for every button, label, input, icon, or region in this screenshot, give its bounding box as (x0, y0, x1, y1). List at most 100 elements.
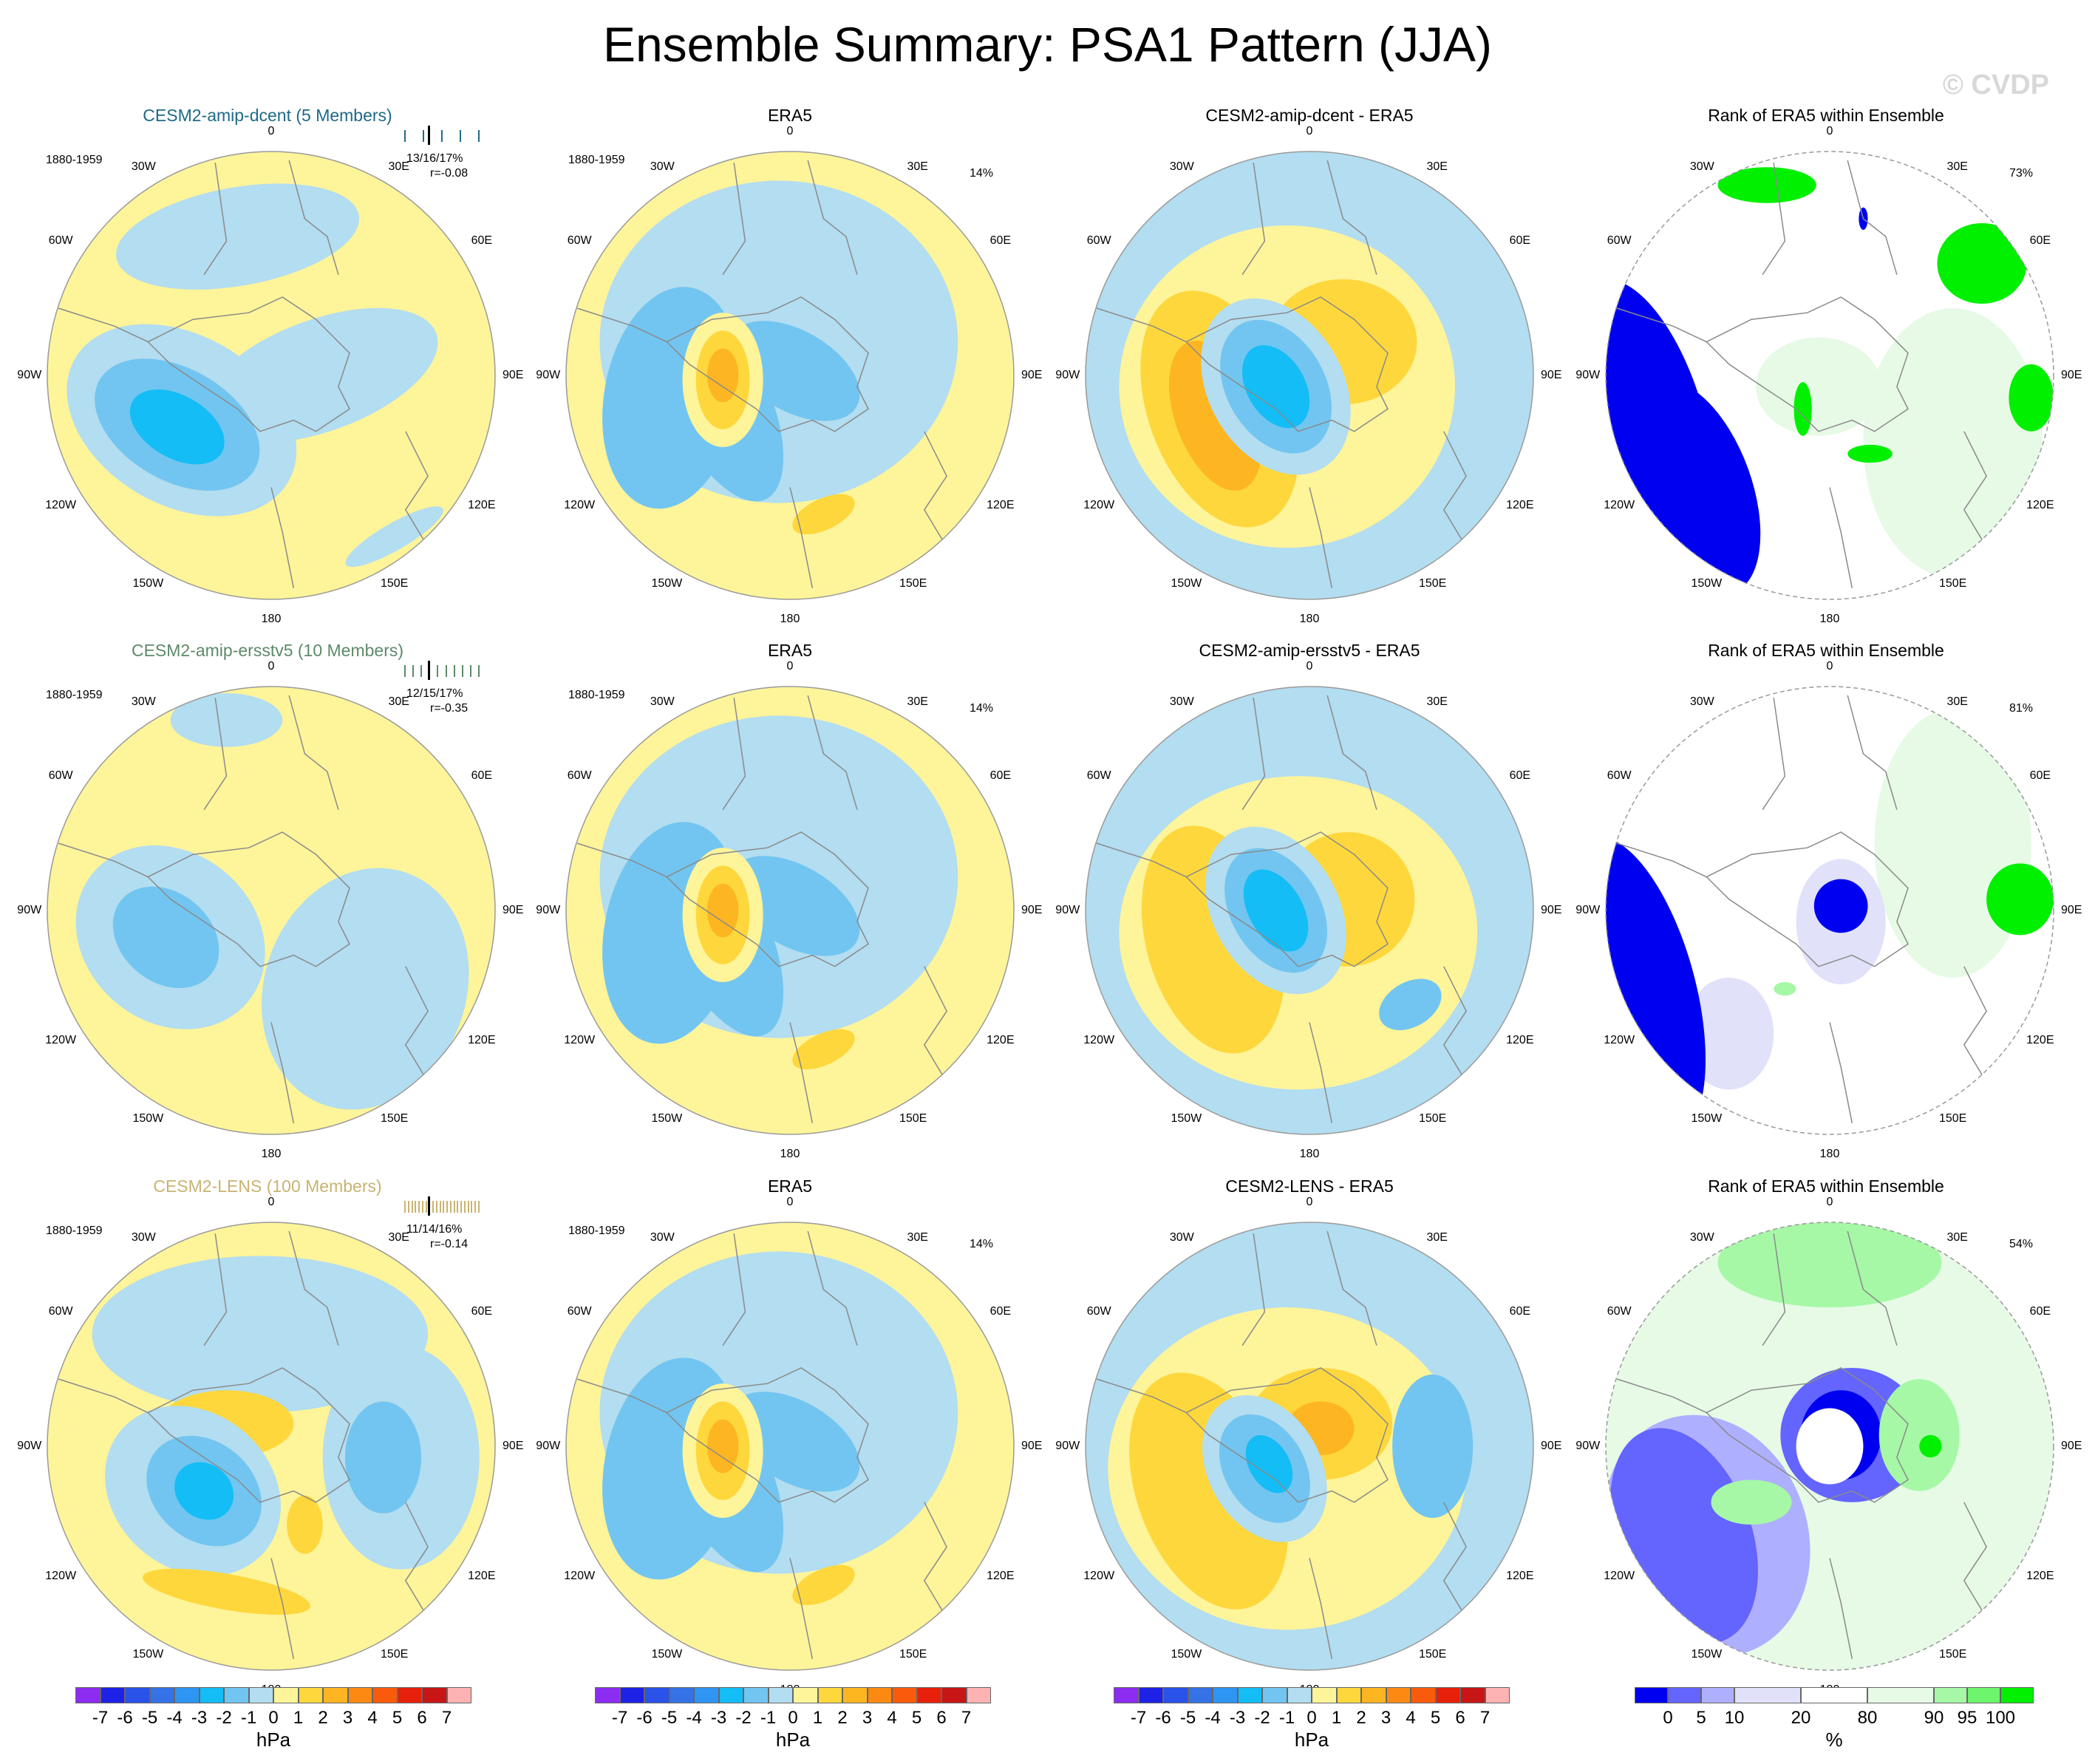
model-title: CESM2-amip-dcent (5 Members) (143, 106, 392, 125)
longitude-label: 180 (261, 1148, 282, 1161)
colorbar-tick-label: 20 (1791, 1708, 1811, 1728)
colorbar-swatch (941, 1687, 967, 1703)
longitude-label: 120W (45, 1033, 77, 1046)
coastline-2 (1442, 431, 1471, 555)
longitude-label: 150E (1938, 1111, 1967, 1125)
longitude-label: 0 (268, 124, 275, 137)
longitude-label: 180 (780, 613, 800, 626)
longitude-label: 0 (268, 1195, 275, 1208)
colorbar-swatch (644, 1687, 670, 1703)
colorbar-tick-label: 2 (318, 1708, 328, 1728)
field-contour-5 (1986, 863, 2054, 936)
longitude-label: 90E (1541, 369, 1562, 381)
colorbar-unit: % (1825, 1729, 1843, 1751)
model-panel-2-map (47, 1222, 496, 1671)
longitude-label: 150W (132, 576, 164, 590)
colorbar-swatch (1386, 1687, 1411, 1703)
colorbar-swatch (1163, 1687, 1188, 1703)
longitude-label: 30W (131, 160, 156, 174)
colorbar-swatch (1213, 1687, 1238, 1703)
longitude-label: 90W (1575, 904, 1601, 916)
longitude-label: 30E (1946, 1231, 1968, 1244)
longitude-label: 30E (1946, 695, 1968, 709)
longitude-label: 30W (1689, 1231, 1714, 1244)
field-contour-5 (1243, 869, 1309, 952)
coastline-4 (1241, 698, 1266, 811)
longitude-label: 90W (17, 1440, 42, 1452)
rank-percent-label: 73% (2009, 167, 2034, 180)
longitude-label: 30W (1169, 1231, 1194, 1244)
colorbar-swatch (694, 1687, 719, 1703)
longitude-label: 0 (1826, 1195, 1833, 1208)
colorbar-swatch (966, 1687, 991, 1703)
colorbar-tick-label: -7 (1130, 1708, 1147, 1728)
colorbar-swatch (422, 1687, 447, 1703)
colorbar-swatch (224, 1687, 249, 1703)
coastline-0 (1706, 296, 1909, 432)
longitude-label: 150W (1691, 1647, 1723, 1661)
longitude-label: 150W (1691, 576, 1723, 590)
obs-percent-label: 14% (970, 1238, 994, 1250)
longitude-label: 30W (1169, 160, 1194, 174)
rank-panel-0-map (1605, 151, 2054, 600)
longitude-label: 0 (1826, 124, 1833, 137)
coastline-3 (789, 1558, 814, 1659)
difference-panel-2-map (1085, 1222, 1534, 1671)
colorbar-tick-label: 4 (887, 1708, 897, 1728)
coastline-5 (1326, 695, 1377, 810)
colorbar-swatch (1867, 1687, 1934, 1703)
colorbar-swatch (125, 1687, 150, 1703)
field-contour-4 (1717, 167, 1816, 203)
model-panel-0-map (47, 151, 496, 600)
colorbar-tick-label: 3 (342, 1708, 353, 1728)
longitude-label: 150E (380, 1647, 409, 1661)
coastline-1 (1096, 842, 1187, 878)
globe-border (1085, 686, 1534, 1135)
coastline-1 (1616, 1378, 1707, 1414)
longitude-label: 0 (1826, 659, 1833, 672)
field-contour-4 (1813, 879, 1868, 933)
longitude-label: 120W (1604, 1569, 1635, 1582)
longitude-label: 180 (1299, 613, 1320, 626)
longitude-label: 30E (388, 695, 409, 709)
colorbar-swatch (2000, 1687, 2034, 1703)
coastline-1 (1616, 307, 1707, 343)
obs-panel-0 (565, 151, 1015, 600)
longitude-label: 150E (899, 1647, 927, 1661)
difference-panel-0 (1085, 151, 1534, 600)
longitude-label: 90W (536, 904, 561, 916)
obs-panel-0-map (565, 151, 1015, 600)
colorbar-tick-label: -6 (117, 1708, 133, 1728)
longitude-label: 60W (567, 769, 592, 783)
coastline-1 (58, 842, 149, 878)
longitude-label: 30W (1169, 695, 1194, 709)
longitude-label: 90E (2061, 369, 2082, 381)
colorbar-unit: hPa (1294, 1729, 1329, 1751)
longitude-label: 120W (1083, 1033, 1115, 1046)
colorbar-tick-label: -5 (141, 1708, 158, 1728)
longitude-label: 120E (987, 1033, 1015, 1046)
coastline-1 (1616, 842, 1707, 878)
colorbar-unit: hPa (775, 1729, 811, 1751)
longitude-label: 30E (1426, 695, 1448, 709)
colorbar-swatch (669, 1687, 694, 1703)
colorbar-tick-label: 10 (1724, 1708, 1745, 1728)
rank-title: Rank of ERA5 within Ensemble (1708, 106, 1944, 125)
field-contour-6 (1379, 978, 1442, 1030)
colorbar-unit: hPa (256, 1729, 291, 1751)
longitude-label: 120W (564, 498, 596, 511)
longitude-label: 60W (48, 1305, 73, 1318)
coastline-5 (288, 1230, 339, 1346)
correlation-label: r=-0.14 (430, 1238, 469, 1250)
rank-panel-0 (1605, 151, 2054, 600)
field-contour-7 (792, 1564, 855, 1606)
colorbar-tick-label: -5 (1179, 1708, 1196, 1728)
coastline-4 (203, 698, 228, 811)
coastline-0 (147, 831, 350, 967)
longitude-label: 60E (2029, 1305, 2051, 1318)
model-title: CESM2-LENS (100 Members) (153, 1176, 382, 1196)
colorbar-tick-label: 2 (837, 1708, 848, 1728)
coastline-4 (203, 163, 228, 276)
coastline-0 (666, 1367, 869, 1503)
rank-percent-label: 54% (2009, 1238, 2034, 1250)
